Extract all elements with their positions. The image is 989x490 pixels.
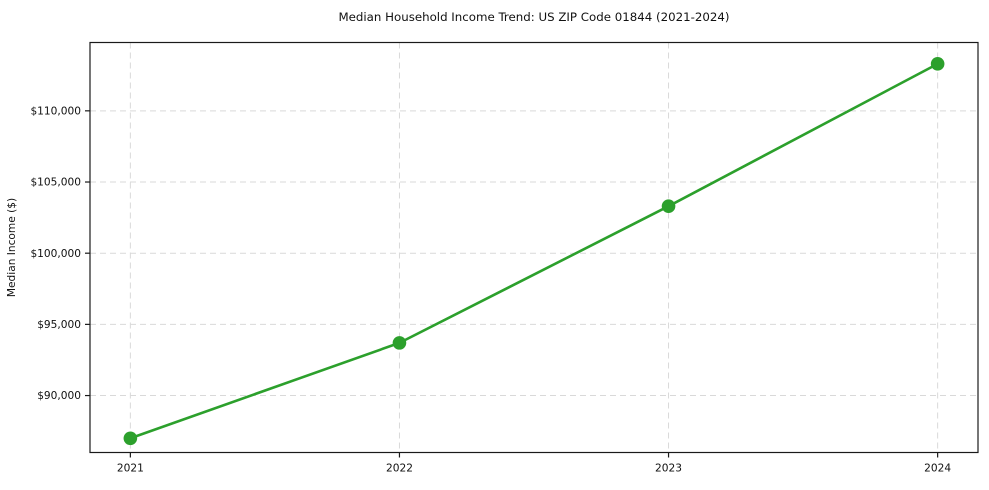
series-layer <box>123 57 945 446</box>
trend-line <box>129 62 939 440</box>
axis-layer: $90,000 $95,000 $100,000 $105,000 $110,000 20… <box>30 105 951 474</box>
x-tick-label: 2024 <box>924 463 951 475</box>
data-point-marker <box>661 199 676 214</box>
chart-title: Median Household Income Trend: US ZIP Co… <box>338 10 729 24</box>
y-tick-label: $110,000 <box>30 105 81 117</box>
y-tick-label: $95,000 <box>37 319 81 331</box>
data-point-marker <box>392 336 407 350</box>
y-tick-label: $90,000 <box>37 390 81 402</box>
x-tick-label: 2022 <box>386 463 413 475</box>
y-axis-label: Median Income ($) <box>6 198 18 297</box>
grid-layer <box>90 42 978 453</box>
plot-border <box>89 41 979 454</box>
data-point-marker <box>930 57 945 71</box>
data-point-marker <box>123 431 138 446</box>
x-tick-label: 2021 <box>117 463 144 475</box>
y-tick-label: $100,000 <box>30 248 81 260</box>
y-tick-label: $105,000 <box>30 177 81 189</box>
x-tick-label: 2023 <box>655 463 682 475</box>
